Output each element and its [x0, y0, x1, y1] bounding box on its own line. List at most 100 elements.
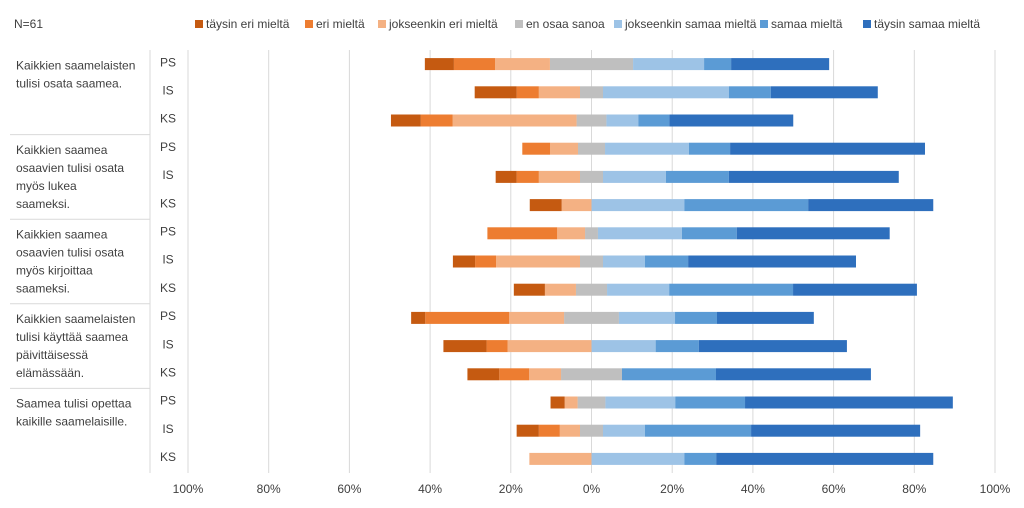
group-label: Kaikkien saamelaisten [16, 58, 135, 72]
bar-segment [544, 283, 576, 296]
bar-segment [452, 114, 577, 127]
bar-segment [509, 311, 565, 324]
group-label: osaavien tulisi osata [16, 161, 124, 175]
bar-segment [580, 170, 603, 183]
x-tick-label: 20% [499, 482, 523, 496]
bar-segment [580, 86, 603, 99]
x-tick-label: 100% [173, 482, 204, 496]
x-tick-label: 60% [822, 482, 846, 496]
bar-segment [745, 396, 953, 409]
bar-segment [559, 424, 581, 437]
bar-segment [420, 114, 453, 127]
group-label: saameksi. [16, 197, 70, 211]
group-label: saameksi. [16, 281, 70, 295]
legend-swatch [305, 20, 313, 28]
bar-segment [669, 114, 794, 127]
legend-swatch [760, 20, 768, 28]
bar-segment [591, 199, 685, 212]
bar-segment [638, 114, 670, 127]
legend-label: täysin eri mieltä [206, 17, 290, 31]
x-tick-label: 80% [257, 482, 281, 496]
legend-swatch [378, 20, 386, 28]
legend-swatch [614, 20, 622, 28]
bar-segment [452, 255, 476, 268]
bar-segment [669, 283, 794, 296]
x-tick-label: 40% [741, 482, 765, 496]
row-label: KS [160, 450, 176, 464]
row-label: PS [160, 309, 176, 323]
bar-segment [644, 424, 752, 437]
bar-segment [495, 170, 517, 183]
bar-segment [529, 199, 562, 212]
group-label: myös lukea [16, 179, 77, 193]
legend-label: jokseenkin eri mieltä [388, 17, 498, 31]
bar-segment [538, 424, 560, 437]
bar-segment [688, 255, 856, 268]
row-label: PS [160, 224, 176, 238]
bar-segment [731, 58, 830, 71]
bar-segment [618, 311, 676, 324]
bar-segment [591, 452, 685, 465]
bar-segment [516, 424, 539, 437]
bar-segment [390, 114, 421, 127]
bar-segment [495, 58, 550, 71]
bar-segment [633, 58, 705, 71]
bar-segment [580, 255, 603, 268]
bar-segment [496, 255, 581, 268]
bar-segment [602, 170, 666, 183]
x-tick-label: 60% [337, 482, 361, 496]
bar-segment [602, 255, 645, 268]
bar-segment [808, 199, 934, 212]
group-label: Saamea tulisi opettaa [16, 397, 132, 411]
bar-segment [621, 368, 716, 381]
bar-segment [684, 199, 809, 212]
bar-segment [688, 142, 731, 155]
bar-segment [606, 114, 639, 127]
bar-segment [770, 86, 878, 99]
row-label: IS [162, 83, 173, 97]
bar-segment [675, 311, 717, 324]
bar-segment [597, 227, 682, 240]
bar-segment [474, 86, 517, 99]
bar-segment [715, 368, 871, 381]
bar-segment [730, 142, 925, 155]
bar-segment [577, 396, 606, 409]
legend-label: täysin samaa mieltä [874, 17, 980, 31]
bar-segment [716, 452, 934, 465]
bar-segment [538, 170, 581, 183]
bar-segment [655, 340, 699, 353]
bar-segment [605, 142, 689, 155]
bar-segment [499, 368, 530, 381]
row-label: IS [162, 253, 173, 267]
bar-segment [475, 255, 497, 268]
bar-segment [538, 86, 581, 99]
group-label: Kaikkien saamea [16, 143, 108, 157]
group-label: Kaikkien saamelaisten [16, 312, 135, 326]
bar-segment [716, 311, 814, 324]
bar-segment [751, 424, 921, 437]
row-label: IS [162, 168, 173, 182]
group-label: elämässään. [16, 366, 84, 380]
bar-segment [486, 340, 508, 353]
bar-segment [644, 255, 689, 268]
bar-segment [665, 170, 729, 183]
bar-segment [561, 199, 592, 212]
bar-segment [549, 58, 634, 71]
x-tick-label: 80% [902, 482, 926, 496]
bar-segment [550, 142, 578, 155]
legend-swatch [863, 20, 871, 28]
row-label: KS [160, 196, 176, 210]
bar-segment [793, 283, 917, 296]
row-label: IS [162, 422, 173, 436]
x-tick-label: 0% [583, 482, 601, 496]
sample-size: N=61 [14, 17, 43, 31]
group-label: tulisi osata saamea. [16, 76, 122, 90]
row-label: PS [160, 394, 176, 408]
legend-label: jokseenkin samaa mieltä [624, 17, 757, 31]
row-label: KS [160, 281, 176, 295]
row-label: KS [160, 365, 176, 379]
bar-segment [564, 311, 619, 324]
bar-segment [522, 142, 551, 155]
row-label: PS [160, 55, 176, 69]
bar-segment [513, 283, 545, 296]
